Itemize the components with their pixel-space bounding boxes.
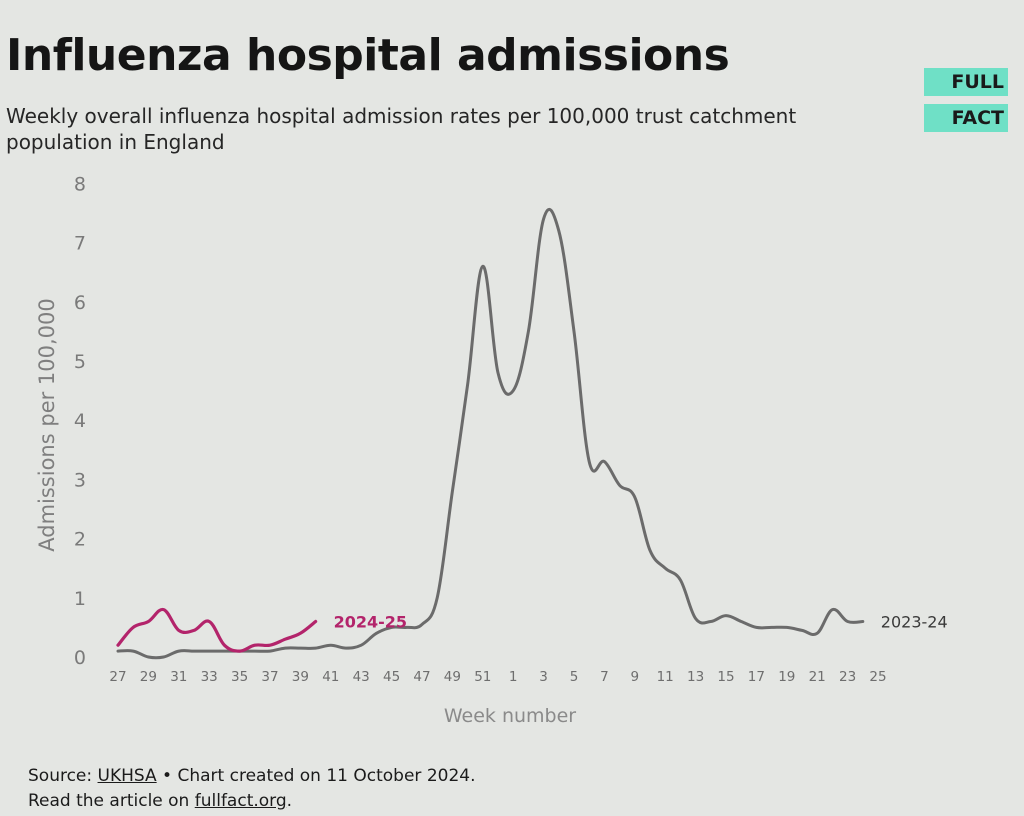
y-tick-label: 2 <box>74 529 86 551</box>
x-tick-label: 41 <box>322 669 339 685</box>
x-tick-label: 47 <box>413 669 430 685</box>
x-tick-label: 25 <box>869 669 886 685</box>
source-line: Source: UKHSA • Chart created on 11 Octo… <box>28 766 476 786</box>
series-label-2024-25: 2024-25 <box>334 612 407 631</box>
logo-line-fact: FACT <box>924 104 1008 132</box>
chart-subtitle: Weekly overall influenza hospital admiss… <box>6 104 797 154</box>
y-tick-label: 3 <box>74 469 86 491</box>
y-tick-label: 0 <box>74 647 86 669</box>
x-tick-label: 45 <box>383 669 400 685</box>
x-tick-label: 5 <box>570 669 579 685</box>
y-tick-label: 8 <box>74 173 86 195</box>
x-tick-label: 3 <box>539 669 548 685</box>
x-tick-label: 1 <box>509 669 518 685</box>
x-tick-label: 13 <box>687 669 704 685</box>
x-tick-label: 15 <box>717 669 734 685</box>
x-tick-label: 37 <box>261 669 278 685</box>
x-tick-label: 51 <box>474 669 491 685</box>
full-fact-logo: FULL FACT <box>924 58 1008 132</box>
y-tick-label: 7 <box>74 233 86 255</box>
x-tick-label: 29 <box>140 669 157 685</box>
y-tick-label: 4 <box>74 410 86 432</box>
y-tick-label: 5 <box>74 351 86 373</box>
x-tick-label: 31 <box>170 669 187 685</box>
x-tick-label: 27 <box>109 669 126 685</box>
chart-title: Influenza hospital admissions <box>6 30 730 81</box>
x-tick-label: 35 <box>231 669 248 685</box>
x-tick-label: 17 <box>748 669 765 685</box>
read-line: Read the article on fullfact.org. <box>28 791 293 811</box>
x-tick-label: 9 <box>631 669 640 685</box>
y-tick-label: 6 <box>74 292 86 314</box>
fullfact-link[interactable]: fullfact.org <box>194 791 287 811</box>
y-axis-label: Admissions per 100,000 <box>35 298 59 552</box>
x-axis-label: Week number <box>444 705 576 727</box>
x-tick-label: 21 <box>809 669 826 685</box>
series-line-2024-25 <box>116 607 318 653</box>
chart-footer: Source: UKHSA • Chart created on 11 Octo… <box>28 764 476 814</box>
ukhsa-link[interactable]: UKHSA <box>97 766 157 786</box>
x-tick-label: 7 <box>600 669 609 685</box>
series-label-2023-24: 2023-24 <box>881 612 948 631</box>
y-tick-label: 1 <box>74 588 86 610</box>
x-tick-label: 43 <box>353 669 370 685</box>
x-tick-label: 19 <box>778 669 795 685</box>
x-tick-label: 49 <box>444 669 461 685</box>
x-tick-label: 23 <box>839 669 856 685</box>
logo-line-full: FULL <box>924 68 1008 96</box>
x-tick-label: 39 <box>292 669 309 685</box>
x-tick-label: 33 <box>201 669 218 685</box>
x-tick-label: 11 <box>657 669 674 685</box>
series-line-2023-24 <box>116 207 865 660</box>
